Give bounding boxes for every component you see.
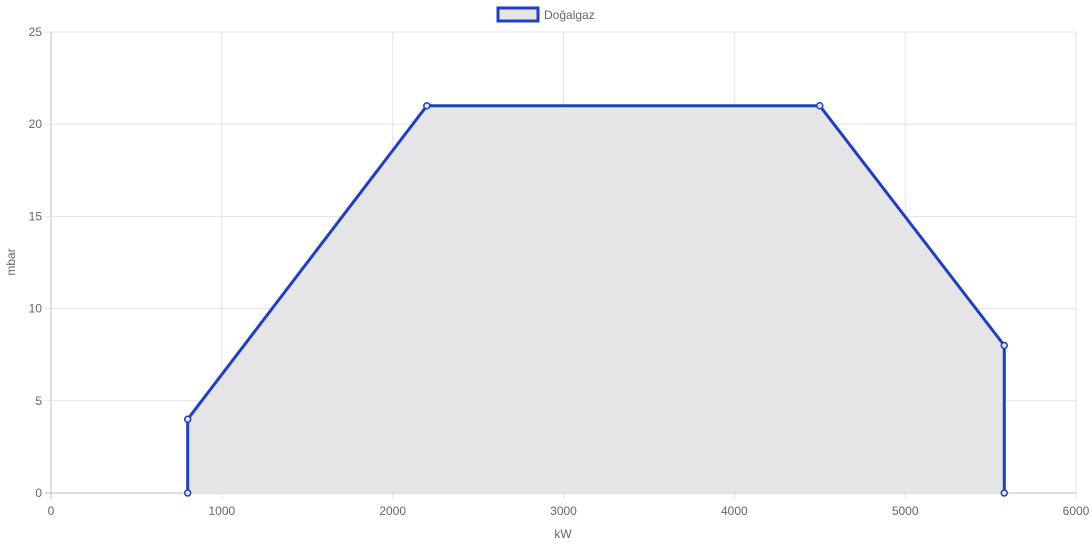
data-point[interactable] [816, 102, 824, 110]
legend[interactable]: Doğalgaz [496, 6, 595, 23]
y-tick-label: 5 [35, 394, 42, 408]
plot-area [183, 102, 1008, 497]
x-tick-label: 3000 [550, 504, 577, 518]
x-axis-title: kW [554, 527, 572, 541]
x-tick-label: 5000 [892, 504, 919, 518]
series-line [186, 104, 1006, 493]
y-tick-label: 0 [35, 486, 42, 500]
data-point[interactable] [183, 489, 192, 497]
data-point[interactable] [1000, 341, 1008, 350]
legend-swatch [496, 6, 540, 23]
series-area-fill [187, 105, 1005, 494]
x-axis-ticks: 0 1000 2000 3000 4000 5000 6000 [48, 504, 1090, 518]
data-point[interactable] [1000, 489, 1008, 497]
y-tick-label: 15 [29, 209, 43, 223]
y-axis-ticks: 0 5 10 15 20 25 [29, 25, 43, 500]
x-tick-label: 1000 [208, 504, 235, 518]
y-axis-title: mbar [4, 248, 18, 275]
x-tick-label: 4000 [721, 504, 748, 518]
y-tick-label: 10 [29, 302, 43, 316]
data-point[interactable] [183, 415, 192, 423]
x-tick-label: 6000 [1063, 504, 1090, 518]
x-tick-label: 0 [48, 504, 55, 518]
x-tick-label: 2000 [379, 504, 406, 518]
data-point[interactable] [423, 102, 431, 110]
y-tick-label: 25 [29, 25, 43, 39]
legend-label: Doğalgaz [544, 8, 595, 22]
y-tick-label: 20 [29, 117, 43, 131]
